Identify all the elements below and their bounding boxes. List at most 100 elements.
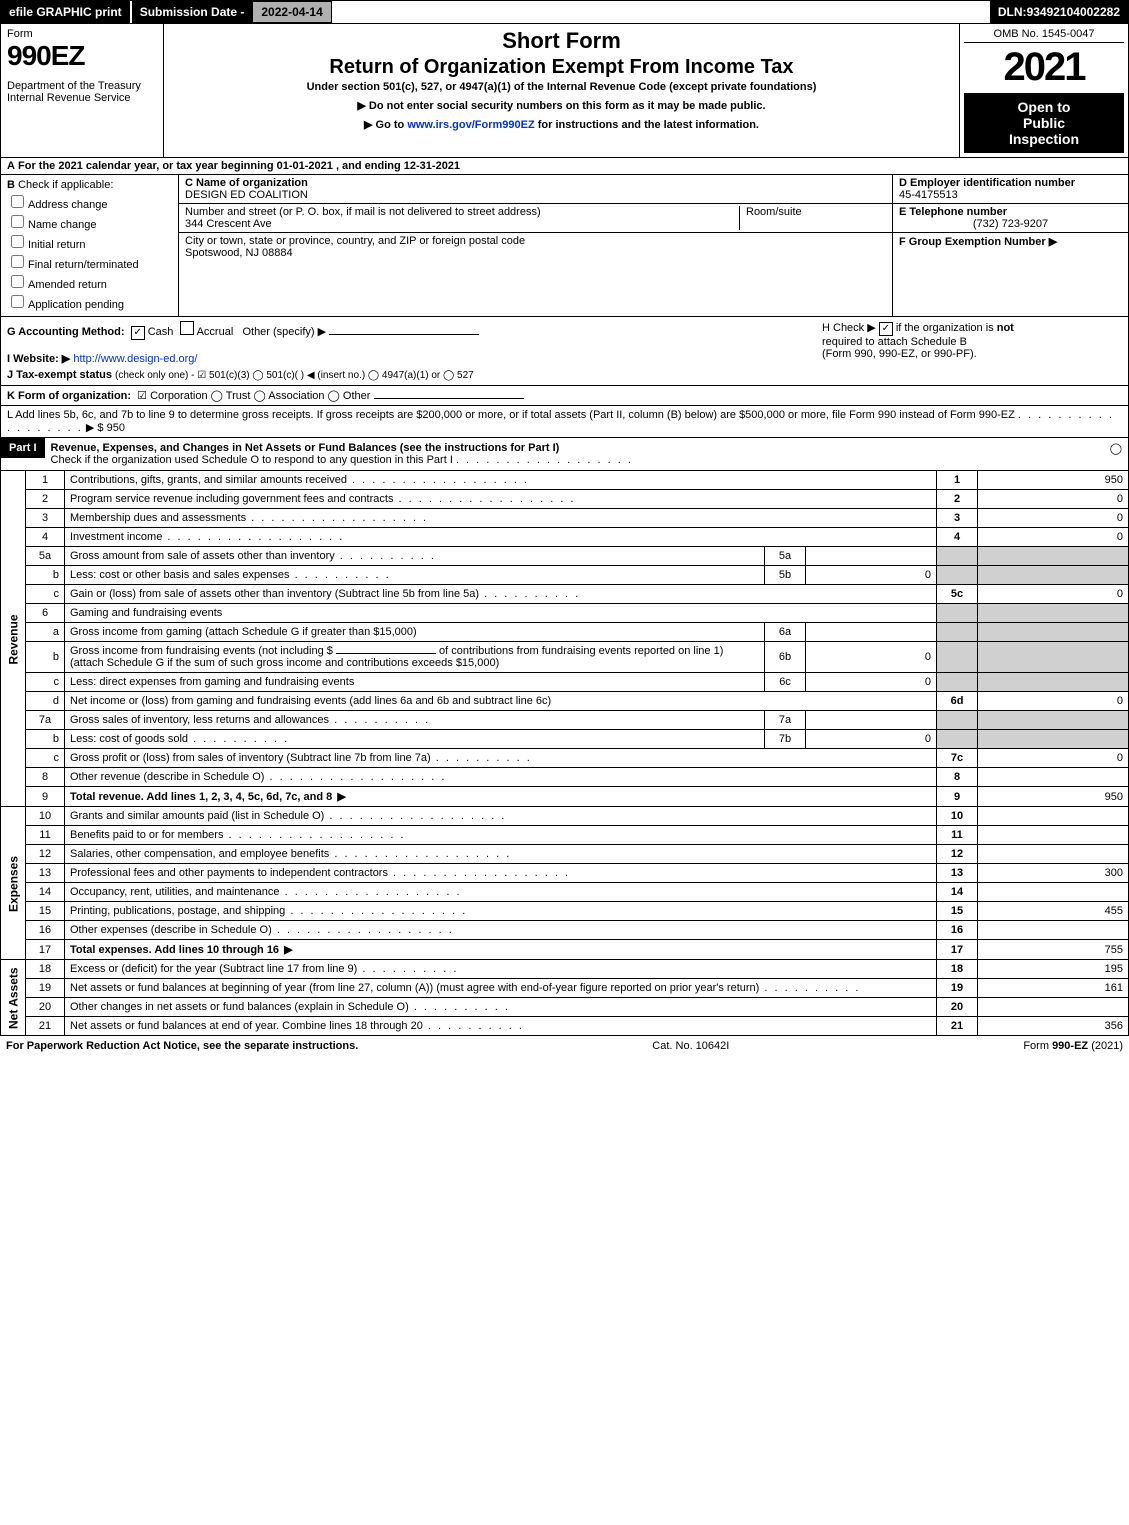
top-bar: efile GRAPHIC print Submission Date - 20… <box>0 0 1129 24</box>
chk-final-return[interactable]: Final return/terminated <box>7 252 172 271</box>
k-row: K Form of organization: ☑ Corporation ◯ … <box>0 386 1129 406</box>
line-15: 15 Printing, publications, postage, and … <box>1 902 1129 921</box>
line-6a: a Gross income from gaming (attach Sched… <box>1 623 1129 642</box>
ln5b-bv: 0 <box>806 566 937 585</box>
chk-name-change-lbl: Name change <box>28 219 97 231</box>
website-link[interactable]: http://www.design-ed.org/ <box>73 353 197 365</box>
ln10-desc: Grants and similar amounts paid (list in… <box>70 810 324 822</box>
chk-amended-return-box[interactable] <box>11 275 24 288</box>
chk-application-pending[interactable]: Application pending <box>7 292 172 311</box>
ln14-desc: Occupancy, rent, utilities, and maintena… <box>70 886 280 898</box>
chk-initial-return-lbl: Initial return <box>28 239 85 251</box>
c-street-value: 344 Crescent Ave <box>185 218 739 230</box>
g-other-blank[interactable] <box>329 334 479 335</box>
d-label: D Employer identification number <box>899 177 1122 189</box>
ln3-desc: Membership dues and assessments <box>70 512 246 524</box>
ln5c-desc: Gain or (loss) from sale of assets other… <box>70 588 479 600</box>
c-city-value: Spotswood, NJ 08884 <box>185 247 886 259</box>
ln12-dots <box>329 848 511 860</box>
ln6a-grey2 <box>978 623 1129 642</box>
chk-final-return-lbl: Final return/terminated <box>28 259 139 271</box>
chk-final-return-box[interactable] <box>11 255 24 268</box>
chk-application-pending-box[interactable] <box>11 295 24 308</box>
efile-print-button[interactable]: efile GRAPHIC print <box>1 1 132 23</box>
f-cell: F Group Exemption Number ▶ <box>893 233 1128 250</box>
ln19-col: 19 <box>937 979 978 998</box>
f-label: F Group Exemption Number ▶ <box>899 235 1122 248</box>
part1-checkbox[interactable]: ◯ <box>1086 438 1128 459</box>
l-row: L Add lines 5b, 6c, and 7b to line 9 to … <box>0 406 1129 438</box>
line-4: 4 Investment income 4 0 <box>1 528 1129 547</box>
ln20-val <box>978 998 1129 1017</box>
submission-date-label: Submission Date - <box>132 1 253 23</box>
ln10-col: 10 <box>937 807 978 826</box>
d-cell: D Employer identification number 45-4175… <box>893 175 1128 204</box>
expenses-label: Expenses <box>1 807 26 960</box>
line-19: 19 Net assets or fund balances at beginn… <box>1 979 1129 998</box>
form-number: 990EZ <box>7 40 157 72</box>
ln18-num: 18 <box>26 960 65 979</box>
section-c: C Name of organization DESIGN ED COALITI… <box>179 175 892 316</box>
ln16-col: 16 <box>937 921 978 940</box>
ln18-col: 18 <box>937 960 978 979</box>
goto-pre: ▶ Go to <box>364 119 407 131</box>
g-label: G Accounting Method: <box>7 326 125 338</box>
ln6b-blank[interactable] <box>336 653 436 654</box>
h-check[interactable]: ✓ <box>879 322 893 336</box>
section-b: B Check if applicable: Address change Na… <box>1 175 179 316</box>
g-accrual-check[interactable] <box>180 321 194 335</box>
ln16-num: 16 <box>26 921 65 940</box>
ln15-num: 15 <box>26 902 65 921</box>
line-a-text: For the 2021 calendar year, or tax year … <box>18 160 460 172</box>
chk-initial-return-box[interactable] <box>11 235 24 248</box>
ln7b-box: 7b <box>765 730 806 749</box>
chk-initial-return[interactable]: Initial return <box>7 232 172 251</box>
chk-name-change-box[interactable] <box>11 215 24 228</box>
ln8-col: 8 <box>937 768 978 787</box>
ln16-dots <box>272 924 454 936</box>
open3: Inspection <box>968 131 1120 147</box>
irs-link[interactable]: www.irs.gov/Form990EZ <box>407 119 534 131</box>
chk-application-pending-lbl: Application pending <box>28 299 124 311</box>
ln6d-desc: Net income or (loss) from gaming and fun… <box>65 692 937 711</box>
line-7c: c Gross profit or (loss) from sales of i… <box>1 749 1129 768</box>
ln16-desc: Other expenses (describe in Schedule O) <box>70 924 272 936</box>
footer-mid: Cat. No. 10642I <box>652 1040 729 1052</box>
chk-address-change-box[interactable] <box>11 195 24 208</box>
header-middle: Short Form Return of Organization Exempt… <box>164 24 959 157</box>
ln7c-num: c <box>26 749 65 768</box>
ln7b-desc: Less: cost of goods sold <box>70 733 188 745</box>
h-text4: (Form 990, 990-EZ, or 990-PF). <box>822 348 977 360</box>
ln5a-num: 5a <box>26 547 65 566</box>
section-def: D Employer identification number 45-4175… <box>892 175 1128 316</box>
ln8-dots <box>264 771 446 783</box>
chk-address-change[interactable]: Address change <box>7 192 172 211</box>
ln11-desc: Benefits paid to or for members <box>70 829 223 841</box>
chk-name-change[interactable]: Name change <box>7 212 172 231</box>
line-5b: b Less: cost or other basis and sales ex… <box>1 566 1129 585</box>
k-other-blank[interactable] <box>374 398 524 399</box>
e-value: (732) 723-9207 <box>899 218 1122 230</box>
l-amount-label: ▶ $ <box>86 422 107 434</box>
ln12-desc: Salaries, other compensation, and employ… <box>70 848 329 860</box>
line-5c: c Gain or (loss) from sale of assets oth… <box>1 585 1129 604</box>
b-heading: Check if applicable: <box>18 179 113 191</box>
ln6b-bv: 0 <box>806 642 937 673</box>
ln7c-col: 7c <box>937 749 978 768</box>
g-cash-check[interactable]: ✓ <box>131 326 145 340</box>
e-label: E Telephone number <box>899 206 1122 218</box>
ln6d-col: 6d <box>937 692 978 711</box>
chk-amended-return[interactable]: Amended return <box>7 272 172 291</box>
ln6a-bv <box>806 623 937 642</box>
ln12-val <box>978 845 1129 864</box>
ln6b-box: 6b <box>765 642 806 673</box>
ln21-col: 21 <box>937 1017 978 1036</box>
ln7c-desc: Gross profit or (loss) from sales of inv… <box>70 752 431 764</box>
ln5a-bv <box>806 547 937 566</box>
ln2-dots <box>393 493 575 505</box>
line-13: 13 Professional fees and other payments … <box>1 864 1129 883</box>
ln20-num: 20 <box>26 998 65 1017</box>
footer-right-pre: Form <box>1023 1040 1052 1052</box>
netassets-label: Net Assets <box>1 960 26 1036</box>
ln13-num: 13 <box>26 864 65 883</box>
